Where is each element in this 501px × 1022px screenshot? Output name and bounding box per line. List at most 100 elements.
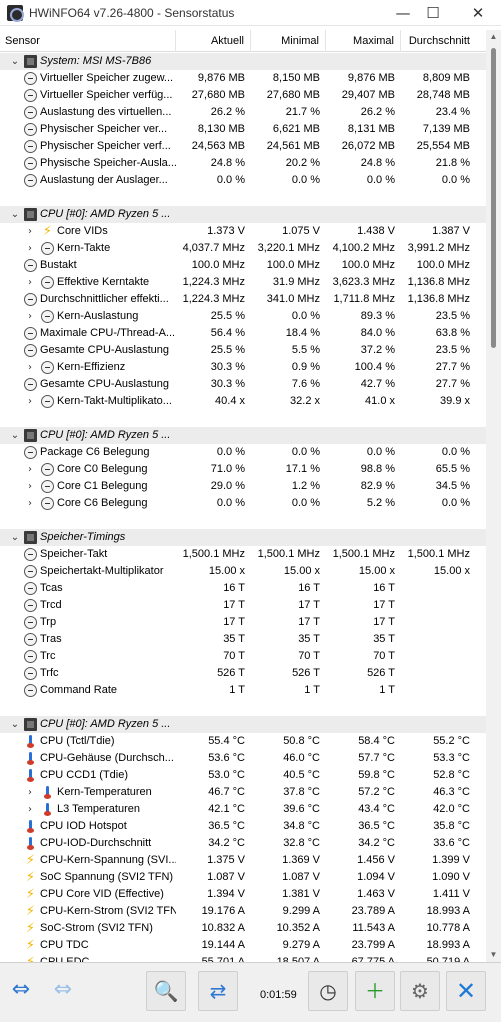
sensor-row[interactable]: ⚡ CPU TDC 19.144 A 9.279 A 23.799 A 18.993 A: [0, 937, 486, 954]
sensor-row[interactable]: ⚡ CPU-Kern-Spannung (SVI... 1.375 V 1.369 V…: [0, 852, 486, 869]
sensor-row[interactable]: Package C6 Belegung 0.0 % 0.0 % 0.0 % 0.0 %: [0, 444, 486, 461]
sensor-row[interactable]: CPU CCD1 (Tdie) 53.0 °C 40.5 °C 59.8 °C 52.8…: [0, 767, 486, 784]
scroll-up-arrow-icon[interactable]: ▲: [489, 32, 498, 41]
sensor-row[interactable]: Physische Speicher-Ausla... 24.8 % 20.2 % 2…: [0, 155, 486, 172]
chevron-right-icon[interactable]: ›: [28, 311, 32, 322]
sensor-row[interactable]: Speicher-Takt 1,500.1 MHz 1,500.1 MHz 1,500…: [0, 546, 486, 563]
sensor-row[interactable]: ⚡CPU EDC 55.701 A 18.507 A 67.775 A 50.719 A: [0, 954, 486, 962]
sensor-row[interactable]: Bustakt 100.0 MHz 100.0 MHz 100.0 MHz 100.0 …: [0, 257, 486, 274]
sensor-row[interactable]: Trcd 17 T 17 T 17 T: [0, 597, 486, 614]
minimize-button[interactable]: —: [395, 4, 411, 22]
sensor-circle-icon: [24, 72, 37, 85]
chevron-down-icon[interactable]: ⌄: [10, 532, 20, 543]
sensor-row[interactable]: › Core C0 Belegung 71.0 % 17.1 % 98.8 % 65.5 …: [0, 461, 486, 478]
chevron-right-icon[interactable]: ›: [28, 787, 32, 798]
sensor-row[interactable]: Speichertakt-Multiplikator 15.00 x 15.00 x…: [0, 563, 486, 580]
close-sensors-button[interactable]: ✕: [446, 971, 486, 1011]
sensor-row[interactable]: › Kern-Effizienz 30.3 % 0.9 % 100.4 % 27.7 %: [0, 359, 486, 376]
sensor-group-header[interactable]: ⌄ CPU [#0]: AMD Ryzen 5 ...: [0, 716, 486, 733]
sensor-row[interactable]: › Kern-Takte 4,037.7 MHz 3,220.1 MHz 4,100.2…: [0, 240, 486, 257]
vertical-scrollbar[interactable]: ▲ ▼: [486, 30, 501, 962]
value-average: 53.3 °C: [433, 752, 470, 764]
logging-button[interactable]: ＋: [355, 971, 395, 1011]
sensor-row[interactable]: › ⚡ Core VIDs 1.373 V 1.075 V 1.438 V 1.387 V: [0, 223, 486, 240]
sensor-row[interactable]: Virtueller Speicher verfüg... 27,680 MB 27…: [0, 87, 486, 104]
sensor-row[interactable]: Gesamte CPU-Auslastung 30.3 % 7.6 % 42.7 % 2…: [0, 376, 486, 393]
column-header-minimal[interactable]: Minimal: [251, 30, 326, 52]
value-minimal: 35 T: [298, 633, 320, 645]
value-current: 30.3 %: [210, 378, 245, 390]
column-header-maximal[interactable]: Maximal: [326, 30, 401, 52]
value-maximal: 8,131 MB: [347, 123, 395, 135]
value-maximal: 11.543 A: [352, 922, 395, 934]
maximize-button[interactable]: ☐: [426, 4, 440, 22]
sensor-row[interactable]: › Core C1 Belegung 29.0 % 1.2 % 82.9 % 34.5 %: [0, 478, 486, 495]
sensor-row[interactable]: Maximale CPU-/Thread-A... 56.4 % 18.4 % 84.…: [0, 325, 486, 342]
sensor-row[interactable]: CPU IOD Hotspot 36.5 °C 34.8 °C 36.5 °C 35.8…: [0, 818, 486, 835]
sensor-row[interactable]: Tras 35 T 35 T 35 T: [0, 631, 486, 648]
sensor-row[interactable]: Tcas 16 T 16 T 16 T: [0, 580, 486, 597]
scroll-down-arrow-icon[interactable]: ▼: [489, 950, 498, 959]
value-current: 19.176 A: [201, 905, 245, 917]
column-header-average[interactable]: Durchschnitt: [408, 35, 470, 47]
sensor-row[interactable]: Physischer Speicher verf... 24,563 MB 24,5…: [0, 138, 486, 155]
column-header-current[interactable]: Aktuell: [176, 30, 251, 52]
scroll-thumb[interactable]: [491, 48, 496, 348]
chevron-right-icon[interactable]: ›: [28, 464, 32, 475]
sensor-row[interactable]: ⚡ CPU-Kern-Strom (SVI2 TFN) 19.176 A 9.299 …: [0, 903, 486, 920]
value-average: 33.6 °C: [433, 837, 470, 849]
chevron-down-icon[interactable]: ⌄: [10, 719, 20, 730]
value-current: 34.2 °C: [208, 837, 245, 849]
chevron-right-icon[interactable]: ›: [28, 277, 32, 288]
sensor-row[interactable]: CPU (Tctl/Tdie) 55.4 °C 50.8 °C 58.4 °C 55.2…: [0, 733, 486, 750]
sensor-row[interactable]: Command Rate 1 T 1 T 1 T: [0, 682, 486, 699]
sensor-row[interactable]: Trc 70 T 70 T 70 T: [0, 648, 486, 665]
column-header-sensor[interactable]: Sensor: [0, 30, 176, 52]
chevron-right-icon[interactable]: ›: [28, 481, 32, 492]
chevron-right-icon[interactable]: ›: [28, 362, 32, 373]
close-window-button[interactable]: ✕: [471, 4, 485, 22]
chevron-down-icon[interactable]: ⌄: [10, 56, 20, 67]
expand-arrows-icon[interactable]: ⇔: [11, 977, 31, 1002]
sensor-row[interactable]: › Kern-Auslastung 25.5 % 0.0 % 89.3 % 23.5 %: [0, 308, 486, 325]
sensor-row[interactable]: › Kern-Temperaturen 46.7 °C 37.8 °C 57.2 °C 4…: [0, 784, 486, 801]
sensor-row[interactable]: ⚡ SoC-Strom (SVI2 TFN) 10.832 A 10.352 A 11.…: [0, 920, 486, 937]
sensor-row[interactable]: Gesamte CPU-Auslastung 25.5 % 5.5 % 37.2 % 2…: [0, 342, 486, 359]
sensor-row[interactable]: › Core C6 Belegung 0.0 % 0.0 % 5.2 % 0.0 %: [0, 495, 486, 512]
chevron-down-icon[interactable]: ⌄: [10, 209, 20, 220]
sensor-group-header[interactable]: ⌄ CPU [#0]: AMD Ryzen 5 ...: [0, 206, 486, 223]
chevron-right-icon[interactable]: ›: [28, 804, 32, 815]
sensor-row[interactable]: Physischer Speicher ver... 8,130 MB 6,621 …: [0, 121, 486, 138]
reset-clock-button[interactable]: ◷: [308, 971, 348, 1011]
sensor-row[interactable]: CPU-IOD-Durchschnitt 34.2 °C 32.8 °C 34.2 °…: [0, 835, 486, 852]
sensor-row[interactable]: Auslastung des virtuellen... 26.2 % 21.7 %…: [0, 104, 486, 121]
sensor-row[interactable]: › L3 Temperaturen 42.1 °C 39.6 °C 43.4 °C 42.…: [0, 801, 486, 818]
sensor-row[interactable]: › Kern-Takt-Multiplikato... 40.4 x 32.2 x 41…: [0, 393, 486, 410]
sensor-row[interactable]: Virtueller Speicher zugew... 9,876 MB 8,15…: [0, 70, 486, 87]
sensor-row[interactable]: Durchschnittlicher effekti... 1,224.3 MHz…: [0, 291, 486, 308]
sensor-group-header[interactable]: ⌄ Speicher-Timings: [0, 529, 486, 546]
settings-gear-icon[interactable]: ⚙: [400, 971, 440, 1011]
sensor-row[interactable]: ⚡ CPU Core VID (Effective) 1.394 V 1.381 V 1…: [0, 886, 486, 903]
chevron-right-icon[interactable]: ›: [28, 226, 32, 237]
sensor-row[interactable]: CPU-Gehäuse (Durchsch... 53.6 °C 46.0 °C 57…: [0, 750, 486, 767]
sensor-group-header[interactable]: ⌄ System: MSI MS-7B86: [0, 53, 486, 70]
sensor-circle-icon: [41, 242, 54, 255]
value-minimal: 0.0 %: [291, 174, 320, 186]
value-average: 21.8 %: [435, 157, 470, 169]
collapse-arrows-icon[interactable]: ⇔: [53, 977, 73, 1002]
chevron-right-icon[interactable]: ›: [28, 498, 32, 509]
sensor-row[interactable]: Trfc 526 T 526 T 526 T: [0, 665, 486, 682]
network-button[interactable]: ⇄: [198, 971, 238, 1011]
report-button[interactable]: 🔍: [146, 971, 186, 1011]
thermometer-icon: [24, 735, 37, 748]
sensor-row[interactable]: Auslastung der Auslager... 0.0 % 0.0 % 0.0 …: [0, 172, 486, 189]
chevron-right-icon[interactable]: ›: [28, 396, 32, 407]
sensor-row[interactable]: ⚡ SoC Spannung (SVI2 TFN) 1.087 V 1.087 V 1.…: [0, 869, 486, 886]
chevron-right-icon[interactable]: ›: [28, 243, 32, 254]
value-minimal: 1.381 V: [282, 888, 320, 900]
sensor-group-header[interactable]: ⌄ CPU [#0]: AMD Ryzen 5 ...: [0, 427, 486, 444]
chevron-down-icon[interactable]: ⌄: [10, 430, 20, 441]
sensor-row[interactable]: › Effektive Kerntakte 1,224.3 MHz 31.9 MHz 3…: [0, 274, 486, 291]
sensor-row[interactable]: Trp 17 T 17 T 17 T: [0, 614, 486, 631]
